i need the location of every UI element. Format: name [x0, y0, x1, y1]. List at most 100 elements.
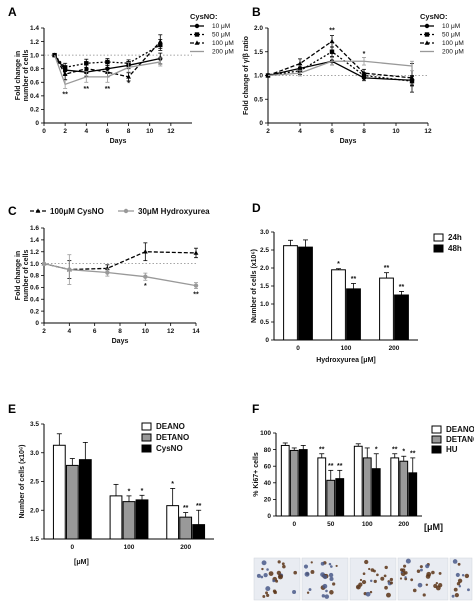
- legend-label: 100μM CysNO: [50, 207, 104, 216]
- x-tick-label: 4: [68, 328, 72, 335]
- data-point: [157, 38, 163, 44]
- stained-nucleus: [399, 577, 403, 580]
- series-line-3: [54, 41, 161, 78]
- legend-swatch: [431, 445, 442, 454]
- significance-marker: **: [319, 446, 325, 453]
- y-axis-title: Fold change in: [15, 251, 22, 300]
- x-tick-label: 10: [142, 328, 150, 335]
- legend-label: HU: [446, 445, 458, 454]
- significance-marker: *: [363, 51, 366, 58]
- y-tick-label: 0: [259, 120, 263, 127]
- data-point: [83, 66, 89, 71]
- x-tick-label: 6: [93, 328, 97, 335]
- bar: [78, 459, 92, 540]
- bar: [192, 524, 206, 540]
- x-tick-label: 6: [330, 128, 334, 135]
- stained-nucleus: [454, 593, 459, 598]
- stained-nucleus: [452, 559, 458, 564]
- significance-marker: *: [402, 449, 405, 456]
- bar: [394, 294, 409, 341]
- data-point: [62, 71, 68, 76]
- significance-marker: **: [392, 446, 398, 453]
- x-tick-label: 0: [292, 521, 296, 528]
- y-tick-label: 1.0: [260, 301, 269, 308]
- significance-marker: **: [337, 463, 343, 470]
- panel-letter-f: F: [252, 402, 259, 416]
- stained-nucleus: [321, 594, 326, 598]
- stained-nucleus: [422, 593, 426, 597]
- significance-marker: *: [141, 488, 144, 495]
- bar: [326, 479, 336, 517]
- significance-marker: **: [193, 292, 199, 299]
- data-point: [193, 283, 199, 288]
- x-axis-title: [μM]: [424, 522, 443, 532]
- legend-marker: [194, 32, 200, 37]
- y-tick-label: 20: [264, 497, 272, 504]
- y-tick-label: 0.4: [30, 93, 39, 100]
- stained-nucleus: [272, 579, 276, 583]
- y-tick-label: 1.4: [30, 237, 39, 244]
- x-axis-title: Days: [110, 138, 127, 145]
- legend-label: 48h: [448, 244, 462, 253]
- stained-nucleus: [404, 571, 408, 575]
- y-tick-label: 0.6: [30, 285, 39, 292]
- stained-nucleus: [335, 564, 338, 568]
- series-line-2: [43, 262, 197, 287]
- x-tick-label: 100: [341, 345, 352, 352]
- bar: [109, 495, 123, 540]
- chart-e: 1.52.02.53.03.50 100* *200*** **[μM]Number …: [19, 421, 214, 566]
- data-point: [62, 65, 68, 70]
- stained-nucleus: [332, 582, 336, 586]
- x-tick-label: 2: [42, 328, 46, 335]
- significance-marker: **: [328, 463, 334, 470]
- data-point: [41, 261, 47, 266]
- panel-letter-b: B: [252, 5, 261, 19]
- bar: [179, 516, 193, 540]
- stained-nucleus: [467, 588, 470, 592]
- stained-nucleus: [425, 583, 429, 587]
- legend-label: DEANO: [446, 425, 474, 434]
- series-line-2: [267, 50, 413, 82]
- data-point: [409, 75, 415, 80]
- stained-nucleus: [451, 594, 455, 598]
- bar: [135, 499, 149, 540]
- y-tick-label: 0.4: [30, 296, 39, 303]
- y-tick-label: 1.6: [30, 225, 39, 232]
- legend-swatch: [141, 422, 152, 431]
- stained-nucleus: [282, 564, 286, 569]
- stained-nucleus: [401, 568, 406, 573]
- stained-nucleus: [455, 572, 460, 577]
- stained-nucleus: [262, 595, 266, 598]
- stained-nucleus: [266, 593, 270, 598]
- y-tick-label: 0.8: [30, 66, 39, 73]
- data-point: [105, 270, 110, 275]
- significance-marker: **: [351, 276, 357, 283]
- legend-label: 10 μM: [442, 23, 460, 30]
- stained-nucleus: [266, 568, 269, 571]
- stained-nucleus: [457, 578, 463, 583]
- y-tick-label: 1.0: [30, 261, 39, 268]
- significance-marker: *: [144, 283, 147, 290]
- bar: [298, 449, 308, 517]
- significance-marker: *: [128, 488, 131, 495]
- stained-nucleus: [268, 571, 274, 576]
- bar: [280, 444, 290, 517]
- significance-marker: **: [384, 265, 390, 272]
- legend-label: 50 μM: [212, 32, 230, 39]
- y-tick-label: 1.4: [30, 25, 39, 32]
- stained-nucleus: [325, 589, 328, 593]
- stained-nucleus: [329, 590, 334, 595]
- stained-nucleus: [265, 586, 271, 592]
- x-tick-label: 6: [106, 128, 110, 135]
- x-tick-label: 0: [296, 345, 300, 352]
- bar: [283, 245, 298, 341]
- significance-marker: **: [196, 503, 202, 510]
- stained-nucleus: [384, 565, 388, 570]
- stained-nucleus: [260, 575, 264, 579]
- significance-marker: *: [171, 481, 174, 488]
- bar: [390, 457, 400, 517]
- legend-label: 200 μM: [212, 49, 234, 56]
- y-tick-label: 0.6: [30, 79, 39, 86]
- y-tick-label: 100: [260, 430, 271, 437]
